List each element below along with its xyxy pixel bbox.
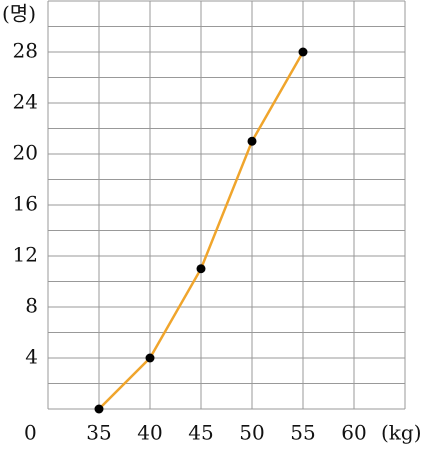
point: [94, 404, 104, 414]
y-tick-label: 16: [13, 192, 38, 216]
point: [145, 353, 155, 363]
point: [298, 47, 308, 57]
y-tick-label: 4: [25, 345, 38, 369]
x-tick-label: 60: [341, 421, 366, 445]
y-tick-label: 12: [13, 243, 38, 267]
x-tick-label: 50: [239, 421, 264, 445]
x-tick-label: 35: [86, 421, 111, 445]
y-tick-label: 0: [24, 421, 37, 445]
point: [196, 264, 206, 274]
y-tick-label: 8: [25, 294, 38, 318]
x-tick-label: 55: [290, 421, 315, 445]
x-tick-label: 45: [188, 421, 213, 445]
x-tick-label: 40: [137, 421, 162, 445]
x-unit: (kg): [381, 421, 422, 445]
point: [247, 136, 257, 146]
y-unit: (명): [2, 2, 36, 26]
y-tick-label: 20: [13, 141, 38, 165]
y-tick-label: 28: [13, 39, 38, 63]
y-tick-label: 24: [13, 90, 38, 114]
